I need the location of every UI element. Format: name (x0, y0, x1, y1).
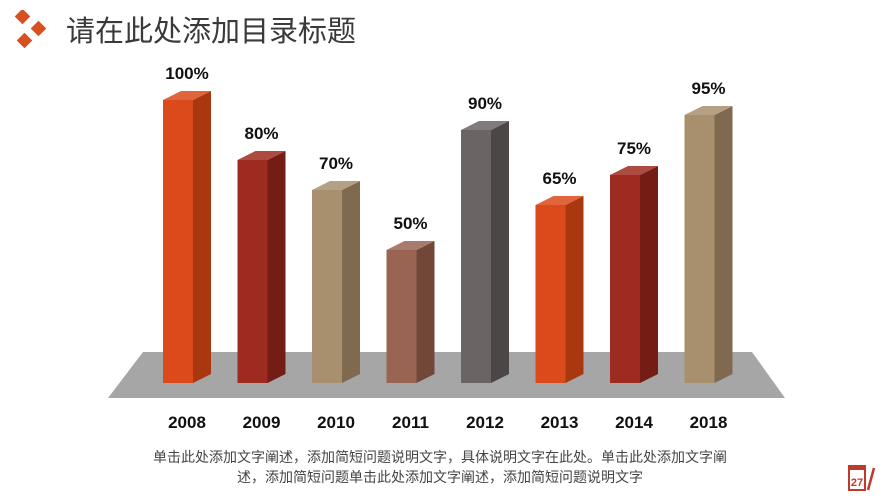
bar-2013 (535, 205, 566, 383)
svg-text:27: 27 (851, 477, 863, 489)
data-label: 90% (468, 94, 502, 113)
bar-2010 (312, 190, 342, 383)
bar-top (684, 106, 733, 115)
bar-top (535, 196, 584, 205)
x-tick-label: 2009 (243, 413, 281, 432)
bar-side (640, 166, 658, 383)
x-tick-label: 2013 (541, 413, 579, 432)
bar-side (565, 196, 584, 383)
bar-side (491, 121, 509, 383)
data-label: 50% (393, 214, 427, 233)
calendar-pen-icon: 27 (848, 465, 876, 491)
x-tick-label: 2010 (317, 413, 355, 432)
bar-side (416, 241, 435, 383)
x-tick-label: 2011 (392, 413, 429, 432)
bar-2008 (163, 100, 193, 383)
bar-side (193, 91, 211, 383)
x-tick-label: 2014 (615, 413, 653, 432)
bar-2009 (237, 160, 268, 383)
bar-side (267, 151, 286, 383)
bar-side (342, 181, 360, 383)
bar-2011 (386, 250, 417, 383)
bar-side (714, 106, 733, 383)
data-label: 100% (165, 64, 208, 83)
x-tick-label: 2008 (168, 413, 206, 432)
bar-top (237, 151, 286, 160)
data-label: 95% (691, 79, 725, 98)
caption: 单击此处添加文字阐述，添加简短问题说明文字，具体说明文字在此处。单击此处添加文字… (90, 448, 790, 488)
bar-top (312, 181, 360, 190)
caption-line-2: 述，添加简短问题单击此处添加文字阐述，添加简短问题说明文字 (237, 470, 643, 486)
diamond-logo-icon (14, 10, 47, 49)
bar-top (461, 121, 509, 130)
data-label: 70% (319, 154, 353, 173)
bar-top (163, 91, 211, 100)
bar-2018 (684, 115, 715, 383)
data-label: 80% (244, 124, 278, 143)
data-label: 75% (617, 139, 651, 158)
x-tick-label: 2018 (690, 413, 728, 432)
bar-chart: 100% 2008 80% 2009 70% 2010 50% 2011 90% 2012 65% 2… (108, 64, 785, 432)
page-title: 请在此处添加目录标题 (66, 14, 357, 48)
bar-top (610, 166, 658, 175)
bar-2014 (610, 175, 640, 383)
bar-top (386, 241, 435, 250)
caption-line-1: 单击此处添加文字阐述，添加简短问题说明文字，具体说明文字在此处。单击此处添加文字… (153, 450, 727, 466)
data-label: 65% (542, 169, 576, 188)
x-tick-label: 2012 (466, 413, 504, 432)
bar-2012 (461, 130, 491, 383)
